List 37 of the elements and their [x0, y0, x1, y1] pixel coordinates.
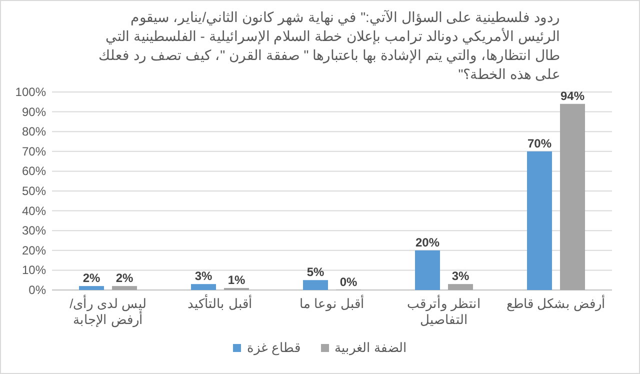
legend-label: الضفة الغربية: [334, 340, 408, 355]
bar: [79, 286, 104, 290]
bar: [303, 280, 328, 290]
y-tick-label: 80%: [22, 124, 46, 139]
chart-title: ردود فلسطينية على السؤال الآتي:" في نهاية شهر كانون الثاني/يناير، سيقوم الرئيس الأمريكي دونالد ترامب بإعلان خطة السلام الإسرائيلية - الفلسطينية التي طال انتظارها، والتي يتم الإشادة بها باعتبارها " صفقة القرن "، كيف تصف رد فعلك على هذه الخطة؟": [98, 8, 560, 84]
bar: [191, 284, 216, 290]
x-tick-label: أرفض بشكل قاطع: [505, 296, 607, 312]
bar: [112, 286, 137, 290]
x-tick-label: أقبل بالتأكيد: [186, 296, 254, 312]
y-tick-label: 30%: [22, 224, 46, 238]
y-tick-label: 40%: [22, 204, 46, 218]
y-tick-label: 100%: [15, 85, 46, 99]
y-tick-label: 60%: [22, 164, 46, 178]
data-label: 1%: [228, 273, 246, 288]
x-tick-label: أقبل نوعا ما: [298, 296, 366, 312]
y-tick-label: 90%: [22, 104, 46, 119]
data-label: 3%: [452, 269, 470, 284]
bar: [448, 284, 473, 290]
x-tick-label: ليس لدى رأى/ أرفض الإجابة: [68, 296, 148, 328]
legend-label: قطاع غزة: [246, 340, 300, 355]
y-tick-label: 50%: [22, 184, 46, 198]
y-tick-label: 70%: [22, 144, 46, 158]
y-tick-label: 10%: [22, 263, 46, 278]
data-label: 20%: [415, 235, 440, 250]
data-label: 94%: [560, 88, 585, 103]
data-label: 70%: [527, 136, 552, 150]
y-tick-label: 0%: [28, 283, 46, 297]
bar: [560, 104, 585, 290]
x-tick-label: انتظر وأترقب التفاصيل: [406, 296, 482, 328]
data-label: 2%: [82, 271, 100, 286]
bar: [415, 250, 440, 290]
data-label: 5%: [306, 265, 324, 280]
data-label: 0%: [340, 275, 358, 289]
data-label: 3%: [194, 269, 212, 284]
bar: [527, 151, 552, 290]
y-tick-label: 20%: [22, 243, 46, 258]
data-label: 2%: [116, 271, 134, 286]
